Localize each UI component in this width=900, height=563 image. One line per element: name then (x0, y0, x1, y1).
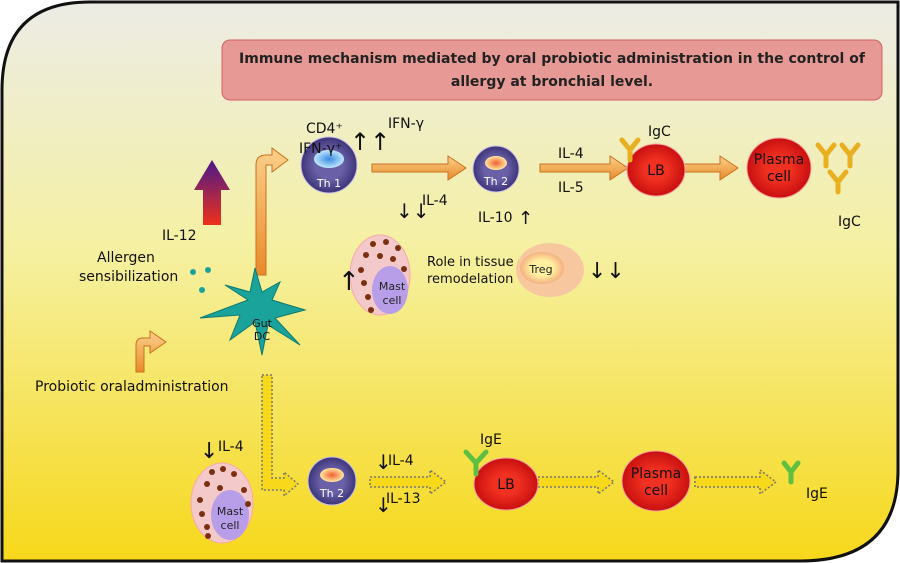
il5-label: IL-5 (558, 180, 584, 196)
role-label-1: Role in tissue (427, 255, 514, 270)
up-arrow-il10: ↑ (518, 208, 533, 229)
arrow-plasma-to-ige (694, 468, 778, 496)
arrow-dc-to-th2-bottom (261, 374, 300, 498)
ige-label-top: IgE (480, 432, 502, 448)
treg-cell: Treg (516, 243, 584, 297)
ifng-label: IFN-γ (388, 116, 424, 132)
ige-antibody-icon (463, 449, 489, 477)
ifng-plus-label: IFN-γ⁺ (299, 141, 342, 157)
ige-antibody-icon (781, 460, 801, 485)
svg-text:Gut: Gut (252, 317, 272, 330)
plasma-cell-bottom: Plasma cell (621, 450, 691, 512)
arrow-th1-to-th2 (371, 155, 467, 181)
svg-text:Plasma: Plasma (754, 152, 804, 168)
svg-text:Th 2: Th 2 (483, 175, 508, 188)
cd4-label: CD4⁺ (306, 121, 343, 137)
up-arrow-mast: ↑ (338, 267, 360, 297)
solid-arrows (135, 147, 739, 373)
arrow-dc-to-th1 (255, 147, 289, 276)
il4-mast-label: IL-4 (218, 439, 244, 455)
igc-antibody-icon (619, 137, 641, 163)
svg-text:Treg: Treg (528, 263, 552, 276)
svg-text:cell: cell (644, 483, 668, 499)
dashed-arrows (261, 374, 778, 498)
svg-text:cell: cell (221, 519, 240, 532)
il4-label-top: IL-4 (558, 146, 584, 162)
il12-arrow (194, 160, 230, 225)
svg-text:Mast: Mast (217, 505, 244, 518)
allergen-particles (190, 267, 211, 293)
th2-cell-bottom: Th 2 (307, 456, 357, 506)
plasma-cell-top: Plasma cell (746, 137, 812, 199)
svg-text:cell: cell (767, 169, 791, 185)
mast-cell-top: Mast cell (349, 234, 411, 316)
igc-antibody-icon (839, 142, 861, 169)
mast-cell-bottom: Mast cell (190, 462, 254, 544)
svg-text:LB: LB (497, 477, 514, 493)
allergen-label-2: sensibilization (79, 269, 178, 285)
igc-antibody-icons (619, 137, 861, 195)
igc-antibody-icon (815, 142, 837, 169)
down-arrow-mast: ↓ (200, 439, 218, 464)
il4-th1-label: IL-4 (422, 193, 448, 209)
igc-label-top: IgC (648, 124, 671, 140)
igc-label-right: IgC (838, 214, 861, 230)
double-down-arrow-il4: ↓↓ (396, 199, 430, 223)
title-line-2: allergy at bronchial level. (451, 74, 653, 90)
svg-text:Th 2: Th 2 (319, 487, 344, 500)
lb-cell-bottom: LB (473, 457, 539, 511)
arrow-th2-to-lb-bottom (369, 468, 448, 496)
th1-cell: Th 1 (300, 136, 358, 194)
svg-text:Th 1: Th 1 (316, 177, 341, 190)
double-down-arrow-treg: ↓↓ (588, 259, 625, 284)
svg-text:Mast: Mast (379, 280, 406, 293)
il13-label: IL-13 (386, 491, 421, 507)
arrow-lb-to-plasma-bottom (537, 468, 616, 496)
svg-text:LB: LB (647, 163, 664, 179)
svg-text:Plasma: Plasma (631, 466, 681, 482)
allergen-label-1: Allergen (97, 250, 155, 266)
svg-text:DC: DC (254, 330, 270, 343)
svg-text:cell: cell (383, 294, 402, 307)
th2-cell-top: Th 2 (472, 145, 520, 193)
arrow-probiotic (135, 330, 167, 373)
double-up-arrow: ↑↑ (350, 128, 390, 156)
il4-bottom-label: IL-4 (388, 453, 414, 469)
il10-label: IL-10 (478, 210, 513, 226)
down-arrow-il4: ↓ (375, 450, 392, 474)
down-arrow-il13: ↓ (375, 493, 392, 517)
ige-antibody-icons (463, 449, 801, 485)
probiotic-label: Probiotic oraladministration (35, 379, 229, 395)
lb-cell-top: LB (626, 143, 686, 197)
gut-dc-cell: Gut DC (199, 267, 307, 356)
title-box: Immune mechanism mediated by oral probio… (221, 39, 883, 101)
arrow-lb-to-plasma (683, 155, 739, 181)
igc-antibody-icon (827, 169, 849, 195)
title-line-1: Immune mechanism mediated by oral probio… (239, 51, 866, 67)
il12-label: IL-12 (162, 228, 197, 244)
ige-label-right: IgE (806, 486, 828, 502)
arrow-th2-to-lb (539, 155, 629, 181)
role-label-2: remodelation (427, 272, 513, 287)
